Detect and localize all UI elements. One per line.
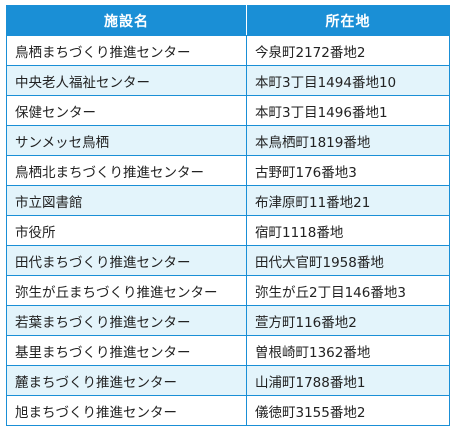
facility-table: 施設名 所在地 鳥栖まちづくり推進センター 今泉町2172番地2 中央老人福祉セ… — [6, 5, 450, 426]
table-row: 弥生が丘まちづくり推進センター 弥生が丘2丁目146番地3 — [6, 275, 450, 306]
facility-name-cell: 若葉まちづくり推進センター — [6, 305, 247, 336]
facility-name-cell: 市立図書館 — [6, 185, 247, 216]
address-cell: 儀徳町3155番地2 — [246, 395, 450, 426]
table-row: 若葉まちづくり推進センター 萱方町116番地2 — [6, 305, 450, 336]
facility-name-cell: サンメッセ鳥栖 — [6, 125, 247, 156]
table-row: サンメッセ鳥栖 本鳥栖町1819番地 — [6, 125, 450, 156]
address-cell: 萱方町116番地2 — [246, 305, 450, 336]
address-cell: 今泉町2172番地2 — [246, 35, 450, 66]
table-row: 市立図書館 布津原町11番地21 — [6, 185, 450, 216]
address-cell: 弥生が丘2丁目146番地3 — [246, 275, 450, 306]
table-row: 麓まちづくり推進センター 山浦町1788番地1 — [6, 365, 450, 396]
facility-name-cell: 旭まちづくり推進センター — [6, 395, 247, 426]
address-cell: 本町3丁目1494番地10 — [246, 65, 450, 96]
table-body: 鳥栖まちづくり推進センター 今泉町2172番地2 中央老人福祉センター 本町3丁… — [6, 35, 450, 426]
facility-name-cell: 鳥栖北まちづくり推進センター — [6, 155, 247, 186]
facility-name-cell: 田代まちづくり推進センター — [6, 245, 247, 276]
facility-name-cell: 中央老人福祉センター — [6, 65, 247, 96]
address-cell: 田代大官町1958番地 — [246, 245, 450, 276]
address-cell: 山浦町1788番地1 — [246, 365, 450, 396]
column-header-address: 所在地 — [246, 5, 450, 36]
facility-name-cell: 市役所 — [6, 215, 247, 246]
facility-table-container: 施設名 所在地 鳥栖まちづくり推進センター 今泉町2172番地2 中央老人福祉セ… — [6, 5, 450, 426]
header-row: 施設名 所在地 — [6, 5, 450, 36]
facility-name-cell: 弥生が丘まちづくり推進センター — [6, 275, 247, 306]
table-row: 中央老人福祉センター 本町3丁目1494番地10 — [6, 65, 450, 96]
table-row: 市役所 宿町1118番地 — [6, 215, 450, 246]
table-header: 施設名 所在地 — [6, 5, 450, 36]
facility-name-cell: 鳥栖まちづくり推進センター — [6, 35, 247, 66]
facility-name-cell: 基里まちづくり推進センター — [6, 335, 247, 366]
address-cell: 本鳥栖町1819番地 — [246, 125, 450, 156]
column-header-facility-name: 施設名 — [6, 5, 247, 36]
table-row: 保健センター 本町3丁目1496番地1 — [6, 95, 450, 126]
address-cell: 布津原町11番地21 — [246, 185, 450, 216]
address-cell: 本町3丁目1496番地1 — [246, 95, 450, 126]
table-row: 基里まちづくり推進センター 曽根崎町1362番地 — [6, 335, 450, 366]
table-row: 鳥栖まちづくり推進センター 今泉町2172番地2 — [6, 35, 450, 66]
address-cell: 曽根崎町1362番地 — [246, 335, 450, 366]
table-row: 田代まちづくり推進センター 田代大官町1958番地 — [6, 245, 450, 276]
address-cell: 宿町1118番地 — [246, 215, 450, 246]
table-row: 鳥栖北まちづくり推進センター 古野町176番地3 — [6, 155, 450, 186]
table-row: 旭まちづくり推進センター 儀徳町3155番地2 — [6, 395, 450, 426]
address-cell: 古野町176番地3 — [246, 155, 450, 186]
facility-name-cell: 麓まちづくり推進センター — [6, 365, 247, 396]
facility-name-cell: 保健センター — [6, 95, 247, 126]
